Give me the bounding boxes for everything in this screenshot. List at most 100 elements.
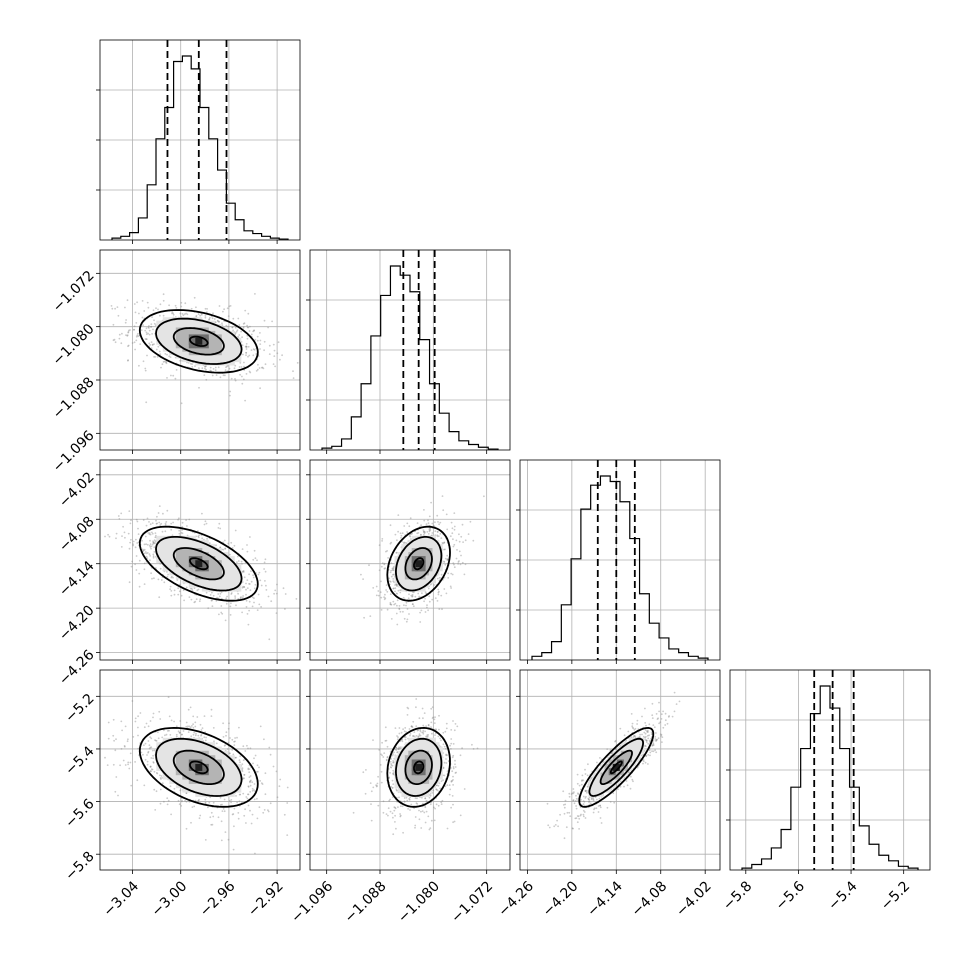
density-cell xyxy=(188,750,196,758)
scatter-point xyxy=(154,540,157,543)
scatter-point xyxy=(222,548,225,551)
scatter-point xyxy=(268,344,271,347)
scatter-point xyxy=(225,366,227,369)
scatter-point xyxy=(446,558,449,560)
contour-line-1 xyxy=(155,317,243,365)
scatter-point xyxy=(248,330,251,332)
density-cell xyxy=(227,580,235,588)
scatter-point xyxy=(188,596,191,598)
scatter-point xyxy=(438,523,440,526)
scatter-point xyxy=(163,729,165,732)
scatter-point xyxy=(261,366,264,369)
scatter-point xyxy=(392,567,395,570)
scatter-point xyxy=(377,775,379,778)
scatter-point xyxy=(229,752,231,755)
scatter-point xyxy=(245,348,248,350)
density-cell xyxy=(169,317,177,325)
scatter-point xyxy=(440,573,443,576)
scatter-point xyxy=(140,751,143,754)
scatter-point xyxy=(142,549,145,552)
scatter-point xyxy=(245,822,247,824)
contour-line-1 xyxy=(155,737,243,797)
scatter-point xyxy=(427,587,430,590)
density-cell xyxy=(169,552,177,560)
scatter-point xyxy=(237,812,240,814)
scatter-point xyxy=(459,563,462,566)
scatter-point xyxy=(248,600,251,603)
scatter-point xyxy=(242,792,245,795)
scatter-point xyxy=(427,522,430,525)
scatter-point xyxy=(123,745,126,747)
density-cell xyxy=(422,580,430,588)
scatter-point xyxy=(120,512,123,515)
scatter-point xyxy=(248,583,251,585)
scatter-point xyxy=(178,529,181,532)
scatter-point xyxy=(219,527,222,530)
scatter-point xyxy=(220,591,223,594)
scatter-point xyxy=(114,790,117,793)
scatter-point xyxy=(151,344,154,346)
scatter-point xyxy=(254,338,257,341)
density-cell xyxy=(208,785,216,793)
scatter-point xyxy=(396,583,399,586)
scatter-point xyxy=(183,599,186,602)
scatter-point xyxy=(227,315,230,317)
scatter-point xyxy=(248,780,251,783)
scatter-point xyxy=(456,549,458,551)
density-cell xyxy=(169,768,177,776)
scatter-point xyxy=(137,747,140,750)
scatter-point xyxy=(153,788,156,791)
scatter-point xyxy=(247,785,250,788)
density-cell xyxy=(195,327,203,335)
scatter-point xyxy=(245,345,248,348)
scatter-point xyxy=(160,579,163,581)
scatter-point xyxy=(428,529,431,532)
density-cell xyxy=(175,327,183,335)
scatter-point xyxy=(137,332,139,335)
scatter-point xyxy=(244,309,247,312)
scatter-point xyxy=(153,343,155,345)
scatter-point xyxy=(436,534,439,537)
scatter-point xyxy=(464,563,467,566)
scatter-point xyxy=(168,304,171,307)
scatter-point xyxy=(398,605,401,607)
scatter-point xyxy=(157,512,160,514)
scatter-point xyxy=(146,760,149,763)
density-cell xyxy=(169,548,177,555)
scatter-point xyxy=(454,723,457,725)
density-cell xyxy=(208,568,216,576)
scatter-point xyxy=(245,351,248,354)
scatter-point xyxy=(157,345,160,348)
density-cell xyxy=(201,552,209,560)
density-cell xyxy=(234,584,242,592)
density-cell xyxy=(195,746,203,754)
scatter-point xyxy=(206,537,209,540)
scatter-point xyxy=(156,356,159,358)
density-cell xyxy=(195,580,203,588)
scatter-point xyxy=(396,539,398,542)
scatter-point xyxy=(159,777,162,779)
density-cell xyxy=(214,568,222,576)
scatter-point xyxy=(461,523,464,526)
scatter-point xyxy=(253,798,256,801)
scatter-point xyxy=(248,583,250,585)
scatter-point xyxy=(162,361,165,363)
scatter-point xyxy=(436,531,439,533)
hist-step-0 xyxy=(111,55,289,240)
scatter-point xyxy=(152,541,155,544)
scatter-point xyxy=(423,600,425,603)
scatter-point xyxy=(143,744,145,747)
scatter-point xyxy=(161,363,164,366)
scatter-point xyxy=(217,816,220,819)
scatter-point xyxy=(216,320,219,322)
scatter-point xyxy=(210,715,213,717)
density-cell xyxy=(201,564,209,572)
scatter-point xyxy=(155,790,158,793)
scatter-point xyxy=(242,326,245,328)
scatter-point xyxy=(428,528,431,531)
scatter-point xyxy=(410,533,413,535)
density-cell xyxy=(227,564,235,572)
scatter-point xyxy=(180,301,183,304)
scatter-point xyxy=(223,810,226,813)
scatter-point xyxy=(246,550,249,553)
